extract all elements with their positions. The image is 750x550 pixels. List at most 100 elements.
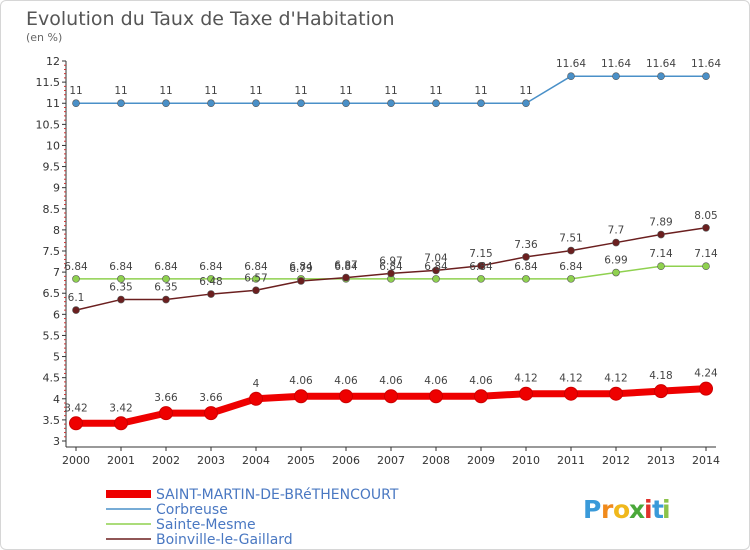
data-label: 11 xyxy=(249,85,262,97)
data-label: 7.36 xyxy=(514,239,538,251)
data-label: 6.99 xyxy=(604,255,627,267)
data-point xyxy=(207,99,215,108)
data-label: 6.1 xyxy=(68,292,85,304)
data-point xyxy=(249,391,263,406)
data-point xyxy=(567,275,575,283)
data-label: 4.06 xyxy=(289,375,313,387)
data-label: 11 xyxy=(294,85,307,97)
data-label: 11 xyxy=(519,85,532,97)
data-point xyxy=(204,406,218,421)
data-label: 6.84 xyxy=(109,261,133,273)
data-label: 4.12 xyxy=(559,373,582,385)
data-label: 6.84 xyxy=(244,261,268,273)
data-point xyxy=(522,253,530,261)
data-point xyxy=(207,275,215,283)
data-point xyxy=(72,275,80,283)
data-label: 11 xyxy=(474,85,487,97)
y-tick-label: 6.5 xyxy=(43,287,61,300)
data-label: 6.48 xyxy=(199,276,222,288)
data-point xyxy=(387,99,395,108)
x-tick-label: 2009 xyxy=(467,454,495,467)
x-tick-label: 2002 xyxy=(152,454,180,467)
data-point xyxy=(117,99,125,108)
data-label: 4 xyxy=(253,378,260,390)
y-tick-label: 11 xyxy=(46,97,60,110)
x-tick-label: 2001 xyxy=(107,454,135,467)
x-tick-label: 2000 xyxy=(62,454,90,467)
data-point xyxy=(432,275,440,283)
x-tick-label: 2006 xyxy=(332,454,360,467)
data-label: 4.12 xyxy=(604,373,627,385)
data-label: 11.64 xyxy=(646,58,676,70)
data-point xyxy=(297,277,305,285)
legend-label: Boinville-le-Gaillard xyxy=(156,532,293,548)
data-point xyxy=(657,72,665,80)
data-point xyxy=(117,275,125,283)
data-label: 6.84 xyxy=(334,261,358,273)
data-label: 11.64 xyxy=(691,58,721,70)
logo-letter: i xyxy=(662,495,671,524)
x-tick-label: 2008 xyxy=(422,454,450,467)
x-tick-label: 2013 xyxy=(647,454,675,467)
data-label: 7.7 xyxy=(608,225,625,237)
data-label: 6.84 xyxy=(289,261,313,273)
data-label: 4.06 xyxy=(379,375,403,387)
data-label: 7.15 xyxy=(469,248,492,260)
data-point xyxy=(252,275,260,283)
data-label: 7.14 xyxy=(694,248,718,260)
data-point xyxy=(384,389,398,404)
data-label: 11 xyxy=(339,85,352,97)
data-label: 11.64 xyxy=(556,58,586,70)
data-point xyxy=(159,406,173,421)
data-label: 6.97 xyxy=(379,255,402,267)
data-label: 8.05 xyxy=(694,210,717,222)
data-point xyxy=(162,295,170,304)
y-tick-label: 9 xyxy=(53,182,60,195)
data-point xyxy=(252,286,260,295)
data-point xyxy=(522,275,530,283)
data-point xyxy=(477,275,485,283)
chart-title: Evolution du Taux de Taxe d'Habitation xyxy=(26,8,395,30)
data-point xyxy=(609,386,623,401)
data-point xyxy=(477,99,485,108)
data-label: 11 xyxy=(159,85,172,97)
logo-letter: t xyxy=(652,495,664,524)
data-point xyxy=(342,273,350,282)
data-label: 11 xyxy=(384,85,397,97)
data-point xyxy=(339,389,353,404)
data-point xyxy=(72,306,80,314)
x-tick-label: 2011 xyxy=(557,454,585,467)
y-tick-label: 10 xyxy=(46,139,60,152)
chart-axes: 33.544.555.566.577.588.599.51010.51111.5… xyxy=(36,55,721,467)
data-point xyxy=(519,386,533,401)
data-point xyxy=(477,261,485,270)
data-point xyxy=(297,99,305,108)
data-label: 3.42 xyxy=(109,402,132,414)
data-point xyxy=(657,230,665,239)
x-tick-label: 2007 xyxy=(377,454,405,467)
data-label: 6.57 xyxy=(244,272,267,284)
data-label: 7.51 xyxy=(559,233,582,245)
data-label: 6.84 xyxy=(379,261,403,273)
data-point xyxy=(432,99,440,108)
data-point xyxy=(702,223,710,232)
data-label: 6.84 xyxy=(199,261,223,273)
data-point xyxy=(387,269,395,278)
data-label: 7.89 xyxy=(649,217,672,229)
data-label: 4.12 xyxy=(514,373,537,385)
data-point xyxy=(294,389,308,404)
data-point xyxy=(702,262,710,271)
y-tick-label: 5.5 xyxy=(43,329,61,342)
series-layer xyxy=(69,72,713,431)
data-label: 3.42 xyxy=(64,402,87,414)
data-point xyxy=(657,262,665,271)
data-point xyxy=(252,99,260,108)
legend-label: Corbreuse xyxy=(156,502,228,518)
data-point xyxy=(612,72,620,80)
data-point xyxy=(474,389,488,404)
data-label: 4.06 xyxy=(424,375,448,387)
data-point xyxy=(699,381,713,396)
